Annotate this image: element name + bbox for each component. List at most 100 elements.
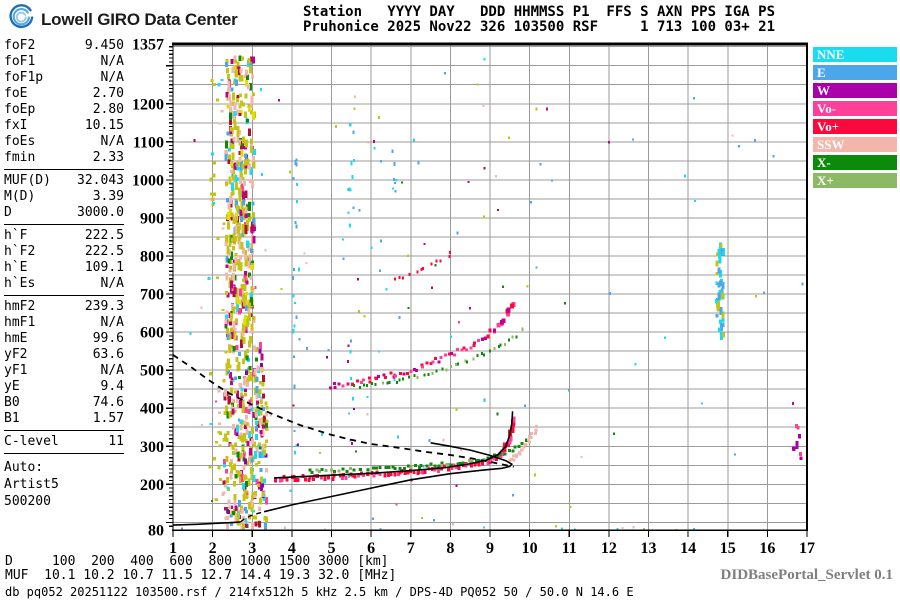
param-row-foep: foEp 2.80 [4,102,124,118]
param-value: 11 [108,434,124,449]
y-tick-label: 1000 [132,172,164,189]
param-value: N/A [100,54,124,69]
param-label: h`F [4,228,28,243]
x-tick-label: 7 [407,540,415,557]
x-tick-label: 3 [248,540,256,557]
param-group: foF2 9.450 foF1 N/A foF1p N/A foE 2.70 foEp 2.80 f… [4,38,124,170]
profile-e-layer [173,521,241,526]
param-row-yf1: yF1 N/A [4,363,124,379]
param-label: yE [4,379,20,394]
x-tick-label: 14 [680,540,696,557]
station-header: Station YYYY DAY DDD HHMMSS P1 FFS S AXN… [303,5,775,35]
y-tick-label: 400 [140,401,164,418]
x-tick-label: 9 [486,540,494,557]
param-value: 10.15 [84,118,124,133]
x-tick-label: 13 [641,540,657,557]
param-label: foEp [4,102,36,117]
param-label: MUF(D) [4,173,51,188]
y-tick-label: 200 [140,477,164,494]
param-value: 3000.0 [77,205,124,220]
param-row-fof1p: foF1p N/A [4,70,124,86]
param-value: 74.6 [92,395,124,410]
x-tick-label: 16 [759,540,775,557]
param-value: 9.4 [100,379,124,394]
param-row-fof1: foF1 N/A [4,54,124,70]
y-tick-label: 300 [140,439,164,456]
brand-title: Lowell GIRO Data Center [41,9,238,29]
param-row-hme: hmE 99.6 [4,331,124,347]
x-tick-label: 2 [209,540,217,557]
echo-scatter [181,55,804,530]
param-label: foE [4,86,28,101]
param-value: 2.33 [92,150,124,165]
param-value: 222.5 [84,228,124,243]
measurement-info-row: db pq052 20251122 103500.rsf / 214fx512h… [5,585,634,599]
param-value: 3.39 [92,189,124,204]
param-value: 99.6 [92,331,124,346]
param-value: 2.70 [92,86,124,101]
param-row-mufd: MUF(D) 32.043 [4,173,124,189]
x-tick-label: 15 [720,540,736,557]
param-label: yF1 [4,363,28,378]
transmission-curve [173,354,514,468]
servlet-version-label: DIDBasePortal_Servlet 0.1 [720,567,893,583]
param-row-b0: B0 74.6 [4,395,124,411]
legend-item-vo: Vo+ [813,119,897,134]
x-tick-label: 12 [601,540,617,557]
autoscaler-block: Auto: Artist5 500200 [4,459,124,510]
ionogram-plot: 1357120011001000900800700600500400300200… [132,38,815,557]
param-label: hmF1 [4,315,36,330]
parameter-panel: foF2 9.450 foF1 N/A foF1p N/A foE 2.70 foEp 2.80 f… [4,38,124,510]
param-label: h`E [4,260,28,275]
param-row-md: M(D) 3.39 [4,189,124,205]
y-tick-label: 800 [140,248,164,265]
param-value: N/A [100,276,124,291]
param-group: C-level 11 [4,434,124,454]
param-row-hf: h`F 222.5 [4,228,124,244]
y-tick-label: 1357 [132,38,164,54]
param-label: fxI [4,118,28,133]
autoscaler-line: Auto: [4,460,44,475]
param-row-hmf2: hmF2 239.3 [4,299,124,315]
lowell-giro-logo-icon [8,4,35,35]
y-tick-label: 80 [148,523,164,540]
param-label: B0 [4,395,20,410]
legend-item-vo: Vo- [813,101,897,116]
legend-item-x: X+ [813,173,897,188]
param-value: 9.450 [84,38,124,53]
x-tick-label: 4 [288,540,296,557]
y-tick-label: 700 [140,287,164,304]
param-label: D [4,205,12,220]
param-value: 1.57 [92,411,124,426]
param-row-fxi: fxI 10.15 [4,118,124,134]
param-label: foF1 [4,54,36,69]
param-group: hmF2 239.3 hmF1 N/A hmE 99.6 yF2 63.6 yF1 N/A yE 9.… [4,299,124,431]
param-value: N/A [100,70,124,85]
profile-f-layer [263,442,514,513]
param-value: N/A [100,134,124,149]
muf-row: MUF 10.1 10.2 10.7 11.5 12.7 14.4 19.3 3… [5,568,397,583]
param-label: M(D) [4,189,36,204]
param-row-foes: foEs N/A [4,134,124,150]
param-label: foEs [4,134,36,149]
param-value: 63.6 [92,347,124,362]
legend-item-nne: NNE [813,47,897,62]
param-row-b1: B1 1.57 [4,411,124,427]
param-row-fof2: foF2 9.450 [4,38,124,54]
x-tick-label: 11 [562,540,577,557]
param-row-foe: foE 2.70 [4,86,124,102]
legend-item-w: W [813,83,897,98]
param-row-hes: h`Es N/A [4,276,124,292]
distance-row: D 100 200 400 600 800 1000 1500 3000 [km… [5,554,389,569]
y-tick-label: 1100 [133,134,164,151]
fitted-curves [173,354,514,526]
param-label: C-level [4,434,59,449]
param-value: 239.3 [84,299,124,314]
param-row-he: h`E 109.1 [4,260,124,276]
axis-ticks [166,46,808,537]
y-tick-label: 600 [140,325,164,342]
x-tick-label: 5 [328,540,336,557]
axis-labels: 1357120011001000900800700600500400300200… [132,38,815,557]
param-group: h`F 222.5 h`F2 222.5 h`E 109.1 h`Es N/A [4,228,124,296]
param-row-ye: yE 9.4 [4,379,124,395]
